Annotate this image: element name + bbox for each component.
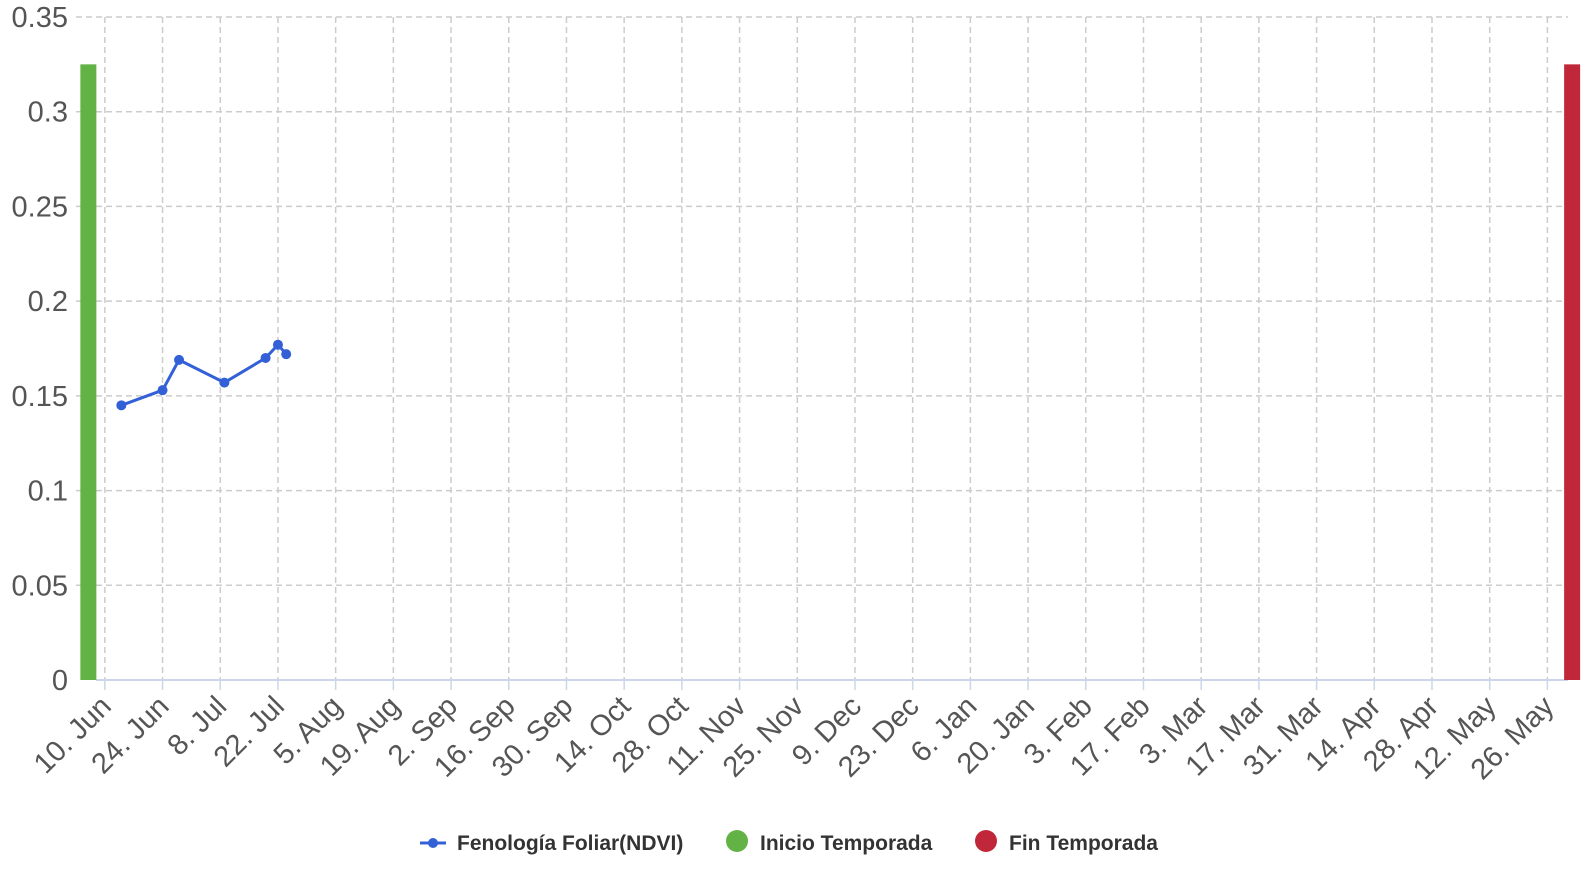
legend-label-inicio: Inicio Temporada: [760, 832, 933, 855]
ndvi-point[interactable]: [260, 352, 271, 363]
ndvi-point[interactable]: [219, 377, 230, 388]
legend-item-ndvi[interactable]: Fenología Foliar(NDVI): [420, 832, 683, 855]
legend: Fenología Foliar(NDVI) Inicio Temporada …: [420, 830, 1158, 855]
grid-lines: [76, 16, 1568, 680]
legend-label-ndvi: Fenología Foliar(NDVI): [457, 832, 683, 855]
y-axis-tick-labels: 0 0.05 0.1 0.15 0.2 0.25 0.3 0.35: [12, 2, 68, 697]
y-tick-label: 0.05: [12, 570, 68, 602]
ndvi-point[interactable]: [281, 349, 292, 360]
y-tick-label: 0.25: [12, 191, 68, 223]
ndvi-point[interactable]: [157, 385, 168, 396]
legend-item-inicio[interactable]: Inicio Temporada: [726, 830, 933, 855]
y-tick-label: 0.35: [12, 2, 68, 34]
y-tick-label: 0.2: [28, 286, 68, 318]
ndvi-series[interactable]: [116, 339, 292, 411]
ndvi-point[interactable]: [174, 354, 185, 365]
legend-label-fin: Fin Temporada: [1009, 832, 1158, 855]
y-tick-label: 0.3: [28, 97, 68, 129]
ndvi-point[interactable]: [272, 339, 283, 350]
legend-item-fin[interactable]: Fin Temporada: [975, 830, 1158, 855]
y-tick-label: 0.15: [12, 381, 68, 413]
fin-temporada-bar[interactable]: [1564, 64, 1581, 681]
y-tick-label: 0.1: [28, 476, 68, 508]
season-bars: [80, 64, 1581, 681]
legend-ndvi-marker-symbol: [428, 838, 438, 848]
inicio-temporada-bar[interactable]: [80, 64, 97, 681]
legend-inicio-symbol: [726, 830, 748, 852]
y-tick-label: 0: [52, 665, 68, 697]
ndvi-point[interactable]: [116, 400, 127, 411]
legend-fin-symbol: [975, 830, 997, 852]
